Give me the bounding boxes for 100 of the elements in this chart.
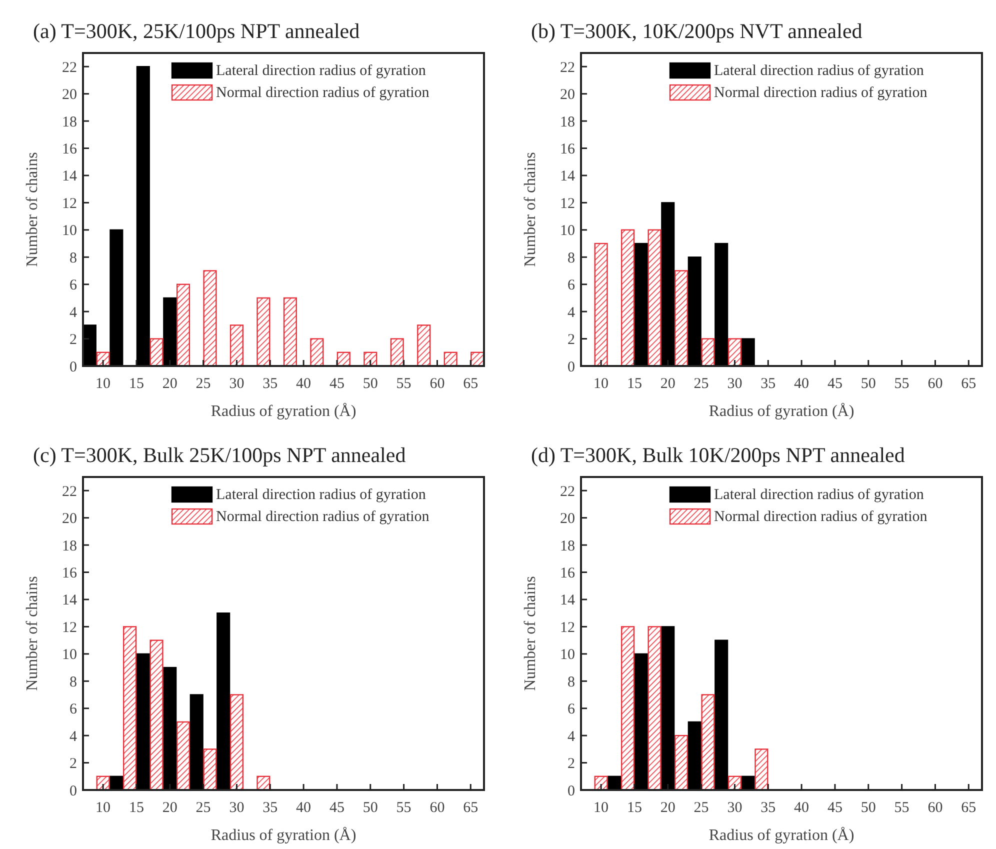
y-tick-label: 6 — [70, 702, 78, 718]
y-tick-label: 14 — [62, 592, 78, 609]
bar — [203, 748, 217, 791]
bar — [661, 202, 675, 367]
chart-title: (b) T=300K, 10K/200ps NVT annealed — [531, 19, 863, 43]
bar — [674, 734, 688, 791]
x-tick-label: 25 — [694, 800, 709, 816]
x-tick-label: 20 — [660, 800, 676, 816]
x-tick-label: 35 — [760, 800, 776, 816]
bar — [163, 297, 177, 367]
y-tick-label: 0 — [70, 359, 77, 376]
bar — [190, 694, 204, 791]
y-tick-label: 18 — [560, 114, 575, 130]
x-axis-title: Radius of gyration (Å) — [708, 826, 854, 844]
y-tick-label: 10 — [560, 647, 575, 664]
legend-label: Lateral direction radius of gyration — [714, 63, 924, 79]
bar — [230, 694, 244, 791]
y-tick-label: 22 — [62, 60, 77, 76]
x-tick-label: 15 — [626, 376, 642, 392]
y-axis-title: Number of chains — [522, 576, 539, 691]
y-tick-label: 10 — [560, 223, 575, 240]
bar — [216, 612, 230, 791]
x-tick-label: 30 — [727, 800, 742, 816]
y-tick-label: 12 — [560, 620, 575, 636]
y-tick-label: 20 — [62, 87, 77, 104]
y-tick-label: 4 — [568, 304, 576, 321]
x-tick-label: 45 — [827, 800, 842, 816]
x-tick-label: 25 — [694, 376, 709, 392]
x-tick-label: 55 — [894, 376, 910, 392]
x-tick-label: 60 — [430, 800, 445, 816]
bar — [82, 324, 96, 367]
bar — [283, 297, 297, 367]
y-tick-label: 16 — [560, 566, 576, 582]
y-tick-label: 6 — [568, 278, 576, 294]
y-tick-label: 0 — [568, 783, 575, 800]
x-tick-label: 50 — [362, 800, 378, 816]
bar — [714, 640, 728, 791]
y-tick-label: 8 — [568, 250, 575, 266]
bar — [621, 229, 635, 367]
y-tick-label: 4 — [70, 728, 78, 745]
y-axis-title: Number of chains — [24, 152, 41, 267]
bar — [230, 324, 244, 367]
x-tick-label: 55 — [894, 800, 910, 816]
x-tick-label: 15 — [128, 376, 144, 392]
y-tick-label: 8 — [70, 674, 77, 690]
x-tick-label: 30 — [727, 376, 742, 392]
x-tick-label: 30 — [229, 800, 244, 816]
bar — [110, 229, 124, 367]
chart-title: (a) T=300K, 25K/100ps NPT annealed — [33, 19, 360, 43]
y-tick-label: 12 — [62, 620, 77, 636]
bar — [136, 66, 150, 367]
legend-label: Lateral direction radius of gyration — [714, 487, 924, 503]
legend-label: Normal direction radius of gyration — [216, 509, 430, 525]
bar — [176, 721, 190, 791]
bar — [728, 338, 742, 367]
y-tick-label: 2 — [70, 332, 77, 348]
y-tick-label: 22 — [560, 484, 575, 500]
bar — [634, 242, 648, 367]
y-tick-label: 22 — [560, 60, 575, 76]
y-tick-label: 4 — [568, 728, 576, 745]
x-axis-title: Radius of gyration (Å) — [210, 826, 356, 844]
y-tick-label: 8 — [70, 250, 77, 266]
y-tick-label: 20 — [560, 87, 575, 104]
x-tick-label: 45 — [329, 800, 344, 816]
x-tick-label: 10 — [96, 376, 111, 392]
bar — [688, 721, 702, 791]
x-tick-label: 65 — [961, 376, 976, 392]
y-tick-label: 16 — [560, 142, 576, 158]
bar — [714, 242, 728, 367]
x-tick-label: 40 — [296, 376, 312, 392]
x-tick-label: 10 — [96, 800, 111, 816]
bar — [648, 229, 662, 367]
legend-label: Lateral direction radius of gyration — [216, 63, 426, 79]
bar — [594, 242, 608, 367]
bar — [150, 338, 164, 367]
bar — [621, 626, 635, 791]
y-tick-label: 0 — [70, 783, 77, 800]
bar — [417, 324, 431, 367]
y-tick-label: 6 — [70, 278, 78, 294]
y-tick-label: 22 — [62, 484, 77, 500]
y-tick-label: 20 — [62, 511, 77, 528]
y-tick-label: 12 — [560, 196, 575, 212]
bar — [123, 626, 137, 791]
chart-title: (d) T=300K, Bulk 10K/200ps NPT annealed — [531, 443, 906, 467]
x-tick-label: 10 — [594, 376, 609, 392]
y-axis-title: Number of chains — [522, 152, 539, 267]
y-tick-label: 18 — [62, 538, 77, 554]
chart-title: (c) T=300K, Bulk 25K/100ps NPT annealed — [33, 443, 406, 467]
bar — [163, 666, 177, 791]
y-tick-label: 2 — [70, 756, 77, 772]
bar — [310, 338, 324, 367]
x-tick-label: 50 — [860, 376, 876, 392]
x-tick-label: 20 — [162, 376, 178, 392]
y-tick-label: 18 — [62, 114, 77, 130]
y-axis-title: Number of chains — [24, 576, 41, 691]
bar — [136, 653, 150, 791]
x-tick-label: 40 — [794, 800, 810, 816]
y-tick-label: 16 — [62, 142, 78, 158]
x-tick-label: 65 — [463, 376, 478, 392]
bar — [256, 297, 270, 367]
